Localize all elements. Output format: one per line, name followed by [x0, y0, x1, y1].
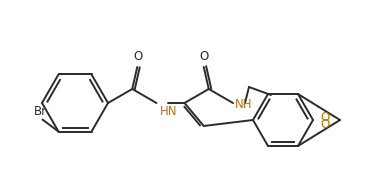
Text: O: O — [320, 112, 330, 125]
Text: O: O — [134, 50, 143, 63]
Text: O: O — [199, 50, 208, 63]
Text: Br: Br — [34, 105, 47, 118]
Text: HN: HN — [160, 105, 177, 118]
Text: NH: NH — [235, 97, 253, 110]
Text: O: O — [320, 117, 330, 130]
